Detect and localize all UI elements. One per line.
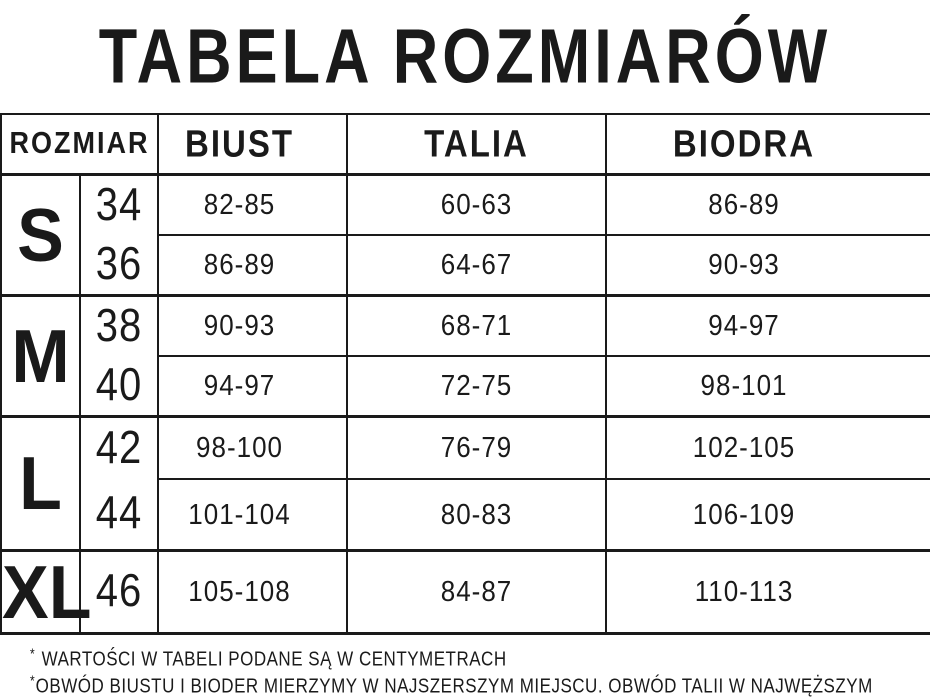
waist-range-cell: 68-71 <box>347 295 608 357</box>
asterisk-marker: * <box>30 671 35 689</box>
bust-range-cell: 94-97 <box>158 356 349 418</box>
size-number-cell: 42 <box>80 416 160 479</box>
waist-range-cell: 76-79 <box>347 416 608 480</box>
size-row-42: L 42 98-100 76-79 102-105 <box>1 416 930 552</box>
bust-range-cell: 82-85 <box>158 174 349 236</box>
size-row-40: 40 94-97 72-75 98-101 <box>1 356 930 418</box>
size-number-cell: 44 <box>80 479 160 552</box>
footnotes: * WARTOŚCI W TABELI PODANE SĄ W CENTYMETR… <box>0 635 930 697</box>
footnote-units: * WARTOŚCI W TABELI PODANE SĄ W CENTYMETR… <box>30 640 930 672</box>
waist-range-cell: 64-67 <box>347 235 608 297</box>
size-group-m: M <box>1 295 81 418</box>
size-row-36: 36 86-89 64-67 90-93 <box>1 235 930 297</box>
waist-range-cell: 72-75 <box>347 356 608 418</box>
hip-range-cell: 94-97 <box>606 295 930 357</box>
size-number-cell: 34 <box>80 174 160 235</box>
footnote-measurement: *OBWÓD BIUSTU I BIODER MIERZYMY W NAJSZE… <box>30 667 930 698</box>
size-table: ROZMIAR BIUST TALIA BIODRA S 34 82-85 60… <box>0 113 930 635</box>
header-row: ROZMIAR BIUST TALIA BIODRA <box>1 114 930 176</box>
bust-range-cell: 105-108 <box>158 550 349 635</box>
size-number-cell: 40 <box>80 356 160 418</box>
hip-range-cell: 110-113 <box>606 550 930 635</box>
size-row-34: S 34 82-85 60-63 86-89 <box>1 174 930 297</box>
size-row-46: XL 46 105-108 84-87 110-113 <box>1 549 930 635</box>
size-number-cell: 38 <box>80 295 160 356</box>
column-header-biodra: BIODRA <box>606 114 930 176</box>
size-group-s: S <box>1 174 81 297</box>
waist-range-cell: 60-63 <box>347 174 608 236</box>
waist-range-cell: 80-83 <box>347 479 608 552</box>
asterisk-marker: * <box>30 644 35 662</box>
column-header-rozmiar: ROZMIAR <box>1 114 160 176</box>
hip-range-cell: 102-105 <box>606 416 930 480</box>
bust-range-cell: 101-104 <box>158 479 349 552</box>
hip-range-cell: 86-89 <box>606 174 930 236</box>
bust-range-cell: 90-93 <box>158 295 349 357</box>
size-number-cell: 46 <box>80 550 160 635</box>
hip-range-cell: 90-93 <box>606 235 930 297</box>
footnote-measurement-text: OBWÓD BIUSTU I BIODER MIERZYMY W NAJSZER… <box>35 674 873 697</box>
size-row-38: M 38 90-93 68-71 94-97 <box>1 295 930 418</box>
page-title: TABELA ROZMIARÓW <box>0 0 930 113</box>
column-header-talia: TALIA <box>347 114 608 176</box>
size-number-cell: 36 <box>80 235 160 297</box>
size-group-l: L <box>1 416 81 552</box>
hip-range-cell: 98-101 <box>606 356 930 418</box>
bust-range-cell: 86-89 <box>158 235 349 297</box>
page-title-text: TABELA ROZMIARÓW <box>98 13 832 100</box>
waist-range-cell: 84-87 <box>347 550 608 635</box>
size-group-xl: XL <box>1 549 92 635</box>
column-header-biust: BIUST <box>158 114 349 176</box>
footnote-units-text: WARTOŚCI W TABELI PODANE SĄ W CENTYMETRA… <box>41 647 507 670</box>
size-row-44: 44 101-104 80-83 106-109 <box>1 479 930 552</box>
bust-range-cell: 98-100 <box>158 416 349 480</box>
hip-range-cell: 106-109 <box>606 479 930 552</box>
